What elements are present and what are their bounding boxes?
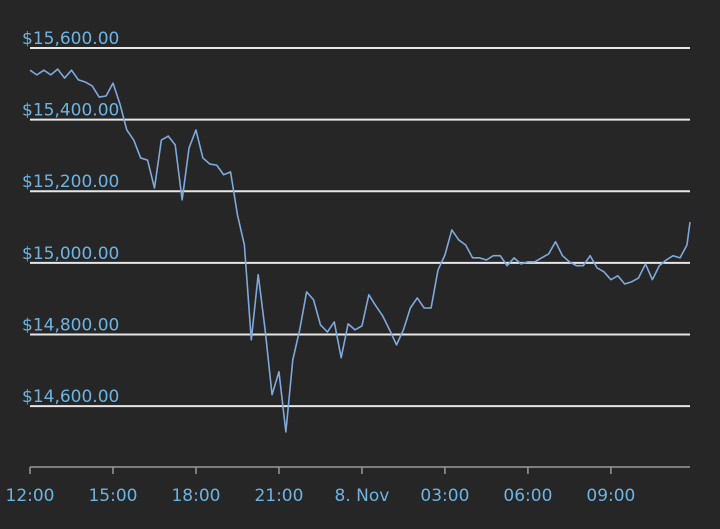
x-tick-label: 12:00 [6, 486, 55, 506]
x-tick-label: 8. Nov [335, 486, 390, 506]
y-tick-label: $15,200.00 [22, 172, 119, 192]
x-tick-label: 15:00 [88, 486, 137, 506]
y-tick-label: $14,600.00 [22, 387, 119, 407]
x-tick-label: 21:00 [254, 486, 303, 506]
y-tick-label: $15,600.00 [22, 29, 119, 49]
x-tick-label: 09:00 [586, 486, 635, 506]
x-tick-label: 06:00 [503, 486, 552, 506]
y-tick-label: $14,800.00 [22, 315, 119, 335]
x-tick-label: 18:00 [171, 486, 220, 506]
y-tick-label: $15,000.00 [22, 244, 119, 264]
x-tick-label: 03:00 [420, 486, 469, 506]
price-line [29, 68, 691, 433]
y-tick-label: $15,400.00 [22, 101, 119, 121]
